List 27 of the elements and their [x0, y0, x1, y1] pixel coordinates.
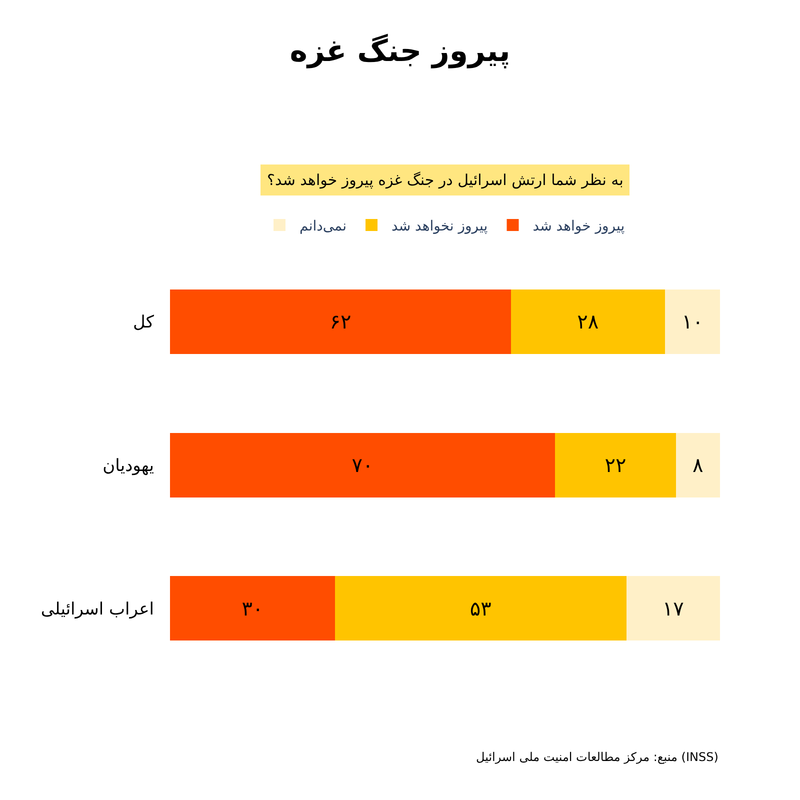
bar: [170, 576, 335, 641]
y-tick-label: یهودیان: [102, 456, 154, 476]
data-label: ۸: [692, 453, 704, 477]
legend-label: پیروز نخواهد شد: [392, 218, 488, 234]
data-label: ۳۰: [242, 596, 264, 620]
chart-subtitle: به نظر شما ارتش اسرائیل در جنگ غزه پیروز خواهد شد؟: [267, 171, 624, 189]
y-tick-label: اعراب اسرائیلی: [40, 599, 154, 620]
data-label: ۱۰: [682, 310, 704, 334]
bar: [170, 289, 511, 354]
y-tick-label: کل: [133, 312, 155, 333]
text: منبع: مرکز مطالعات امنیت ملی اسرائیل (INSS): [476, 750, 718, 764]
chart-title: پیروز جنگ غزه: [290, 33, 510, 69]
data-label: ۷۰: [352, 453, 374, 477]
data-label: ۲۲: [604, 453, 626, 477]
bar: [170, 432, 555, 498]
bar: [676, 432, 720, 498]
data-label: ۱۷: [662, 596, 684, 620]
bar: [335, 576, 626, 641]
legend-label: نمی‌دانم: [300, 218, 347, 234]
data-label: ۵۳: [470, 596, 492, 620]
bar: [626, 576, 720, 641]
bar: [555, 432, 676, 498]
legend-label: پیروز خواهد شد: [532, 218, 625, 234]
data-label: ۲۸: [577, 310, 599, 334]
bar: [511, 289, 665, 354]
bar: [665, 289, 720, 354]
data-label: ۶۲: [330, 310, 352, 334]
